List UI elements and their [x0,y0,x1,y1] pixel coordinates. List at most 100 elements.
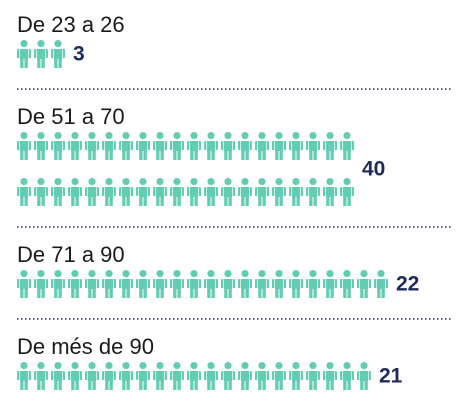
person-head [139,270,147,278]
person-head [88,362,96,370]
person-body [102,141,116,160]
person-body [170,371,184,390]
person-head [71,270,79,278]
person-head [377,270,385,278]
person-head [156,362,164,370]
person-body [153,371,167,390]
person-body [289,371,303,390]
person-body [17,187,31,206]
person-head [71,362,79,370]
person-head [37,270,45,278]
person-head [122,132,130,140]
person-body [238,279,252,298]
person-body [34,371,48,390]
person-body [170,187,184,206]
category-label: De 51 a 70 [17,104,125,129]
person-head [71,132,79,140]
person-body [323,141,337,160]
person-body [272,187,286,206]
pictogram [17,40,65,68]
person-head [241,178,249,186]
person-body [323,279,337,298]
pictogram [17,132,354,206]
pictogram [17,362,371,390]
person-head [360,270,368,278]
person-body [238,371,252,390]
person-body [221,187,235,206]
person-body [187,187,201,206]
person-head [292,270,300,278]
person-body [51,141,65,160]
person-body [17,49,31,68]
person-body [254,187,269,206]
value-label: 22 [396,273,419,296]
person-body [119,187,133,206]
person-head [190,132,198,140]
person-body [340,187,354,206]
value-label: 21 [379,365,403,388]
person-head [224,362,232,370]
person-head [20,132,28,140]
person-head [326,178,334,186]
person-head [173,132,181,140]
person-head [54,362,62,370]
person-body [221,141,235,160]
person-head [173,362,181,370]
person-body [187,141,201,160]
person-body [102,187,116,206]
person-body [34,141,48,160]
person-head [88,270,96,278]
person-body [34,279,48,298]
person-body [136,279,150,298]
person-head [343,132,351,140]
person-head [88,132,96,140]
person-head [156,270,164,278]
person-body [289,187,303,206]
person-body [85,141,99,160]
person-head [241,362,249,370]
value-label: 40 [362,158,385,181]
person-head [156,178,164,186]
person-head [54,40,62,48]
person-head [190,362,198,370]
person-body [204,187,218,206]
person-body [136,187,150,206]
person-body [306,187,320,206]
person-body [68,371,82,390]
person-body [204,279,218,298]
person-head [37,362,45,370]
person-body [272,141,286,160]
person-head [258,178,266,186]
person-body [119,279,133,298]
person-body [340,371,354,390]
person-head [37,132,45,140]
person-head [173,178,181,186]
person-head [258,132,266,140]
person-body [68,279,82,298]
person-head [207,270,215,278]
person-body [85,187,99,206]
person-head [20,178,28,186]
person-head [88,178,96,186]
person-body [306,279,320,298]
person-body [119,371,133,390]
person-body [85,279,99,298]
person-head [105,362,113,370]
person-body [102,279,116,298]
person-head [105,132,113,140]
person-body [357,371,371,390]
person-body [340,141,354,160]
person-head [190,270,198,278]
person-head [37,178,45,186]
person-body [272,371,286,390]
person-head [71,178,79,186]
person-body [238,187,252,206]
person-head [54,270,62,278]
category-label: De més de 90 [17,334,154,359]
person-head [292,132,300,140]
person-head [224,178,232,186]
person-body [153,279,167,298]
person-body [204,371,218,390]
person-head [292,178,300,186]
